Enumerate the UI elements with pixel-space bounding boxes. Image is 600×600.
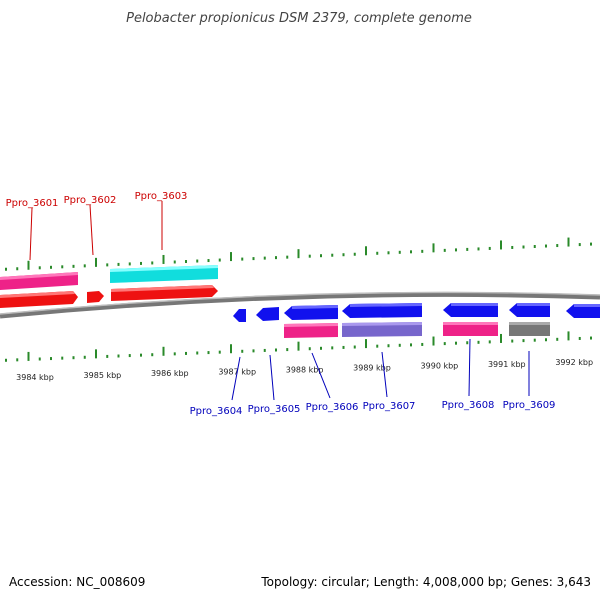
- gene-arrow-3609[interactable]: [509, 303, 550, 317]
- gene-label-3606[interactable]: Ppro_3606: [306, 402, 359, 413]
- gene-label-3608[interactable]: Ppro_3608: [442, 400, 495, 411]
- gene-label-3607[interactable]: Ppro_3607: [363, 401, 416, 412]
- upper-features: [0, 265, 218, 308]
- scale-label: 3988 kbp: [286, 365, 324, 374]
- genome-backbone: [0, 291, 600, 319]
- gene-arrow-3608[interactable]: [443, 303, 498, 317]
- genome-summary-text: Topology: circular; Length: 4,008,000 bp…: [260, 575, 591, 589]
- scale-label: 3990 kbp: [421, 362, 459, 371]
- scale-label: 3985 kbp: [84, 371, 122, 380]
- upper-ticks: [5, 237, 592, 271]
- map-title: Pelobacter propionicus DSM 2379, complet…: [126, 11, 472, 26]
- lower-features: [233, 303, 600, 338]
- lower-ticks: [5, 331, 592, 362]
- gene-arrow-3605[interactable]: [256, 307, 279, 321]
- gene-label-3609[interactable]: Ppro_3609: [503, 400, 556, 411]
- gene-arrow-3604[interactable]: [233, 309, 246, 322]
- gene-label-3601[interactable]: Ppro_3601: [6, 198, 59, 209]
- gene-label-3604[interactable]: Ppro_3604: [190, 406, 243, 417]
- feature-grey-3609[interactable]: [509, 322, 550, 336]
- scale-label: 3991 kbp: [488, 360, 526, 369]
- gene-arrow-next[interactable]: [566, 304, 600, 318]
- forward-gene-labels: Ppro_3601 Ppro_3602 Ppro_3603: [6, 191, 188, 261]
- scale-labels: 3984 kbp 3985 kbp 3986 kbp 3987 kbp 3988 kbp…: [16, 358, 593, 382]
- scale-label: 3984 kbp: [16, 373, 54, 382]
- gene-label-3605[interactable]: Ppro_3605: [248, 404, 301, 415]
- reverse-gene-labels: Ppro_3604 Ppro_3605 Ppro_3606 Ppro_3607 …: [190, 338, 556, 417]
- genome-backbone-highlight: [0, 291, 600, 315]
- gene-arrow-3602[interactable]: [87, 291, 104, 303]
- scale-label: 3986 kbp: [151, 369, 189, 378]
- accession-text: Accession: NC_008609: [9, 575, 145, 589]
- scale-label: 3992 kbp: [555, 358, 593, 367]
- feature-pink-3608[interactable]: [443, 322, 498, 336]
- gene-label-3602[interactable]: Ppro_3602: [64, 195, 117, 206]
- scale-label: 3989 kbp: [353, 364, 391, 373]
- gene-label-3603[interactable]: Ppro_3603: [135, 191, 188, 202]
